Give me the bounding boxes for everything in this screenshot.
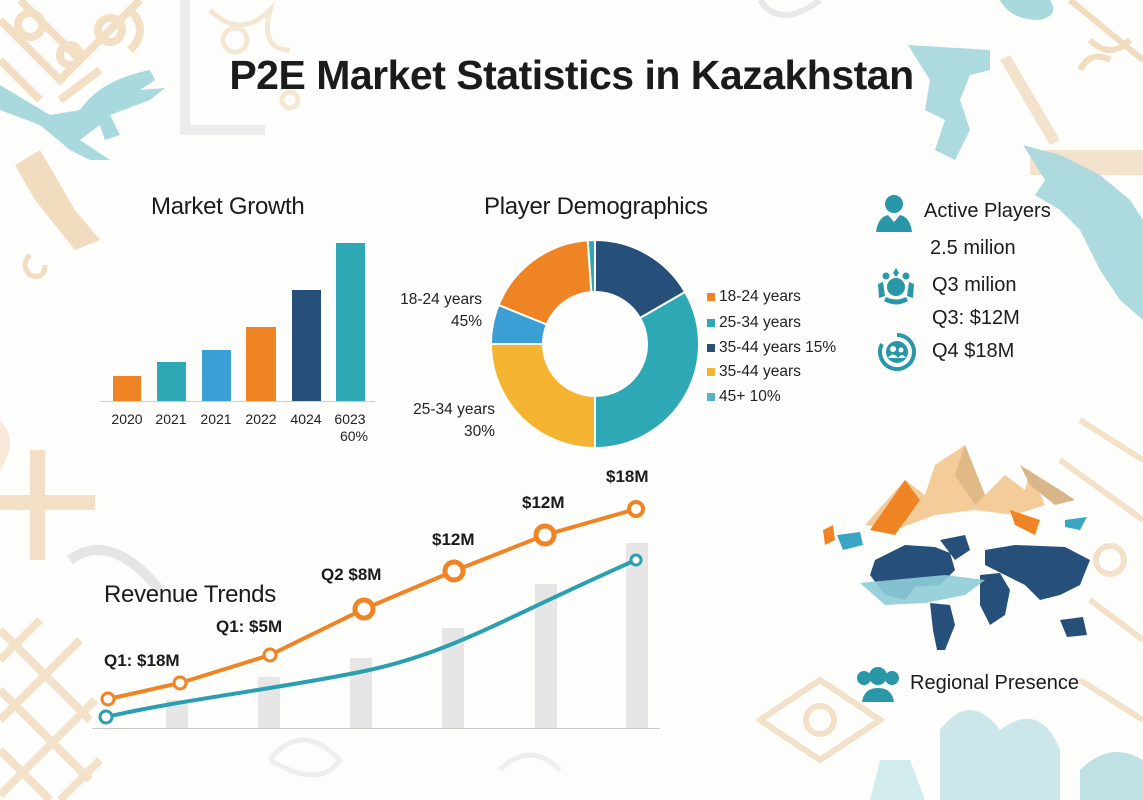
revenue-point-label: Q1: $5M	[216, 617, 283, 636]
revenue-point-label: $12M	[432, 530, 475, 549]
donut-callout-18-24: 18-24 years 45%	[400, 291, 482, 330]
x-tick: 2021	[200, 411, 232, 427]
x-tick: 2022	[245, 411, 277, 427]
legend-item: 45+ 10%	[707, 388, 781, 406]
legend-swatch	[707, 344, 715, 352]
q3-revenue-text: Q3: $12M	[932, 307, 1020, 329]
teal-line	[105, 558, 637, 719]
teal-ornament-bottom-right	[940, 710, 1060, 800]
legend-item: 35-44 years 15%	[707, 339, 836, 357]
teal-ornament-right	[1023, 145, 1143, 320]
bar	[336, 243, 365, 401]
x-tick-sublabel: 60%	[339, 428, 369, 444]
revenue-point-label: Q1: $18M	[104, 651, 180, 670]
demographics-title: Player Demographics	[484, 193, 708, 220]
regional-presence-label: Regional Presence	[910, 672, 1079, 694]
revenue-point-label: $12M	[522, 493, 565, 512]
bar	[202, 350, 231, 401]
bar	[246, 327, 276, 401]
cross-ornament	[0, 450, 95, 560]
donut-slice-teal	[594, 290, 700, 450]
bar	[292, 290, 321, 401]
revenue-line-chart	[92, 500, 660, 729]
lattice-ornament-top-left	[0, 0, 144, 104]
beige-ornament-left	[15, 150, 100, 250]
lattice-ornament-bottom-left	[0, 617, 103, 800]
world-map-illustration	[823, 445, 1090, 650]
demographics-donut-chart	[489, 238, 700, 450]
donut-slice-sliver	[586, 238, 596, 294]
teal-ornament-top-left	[0, 70, 165, 160]
lattice-ornament-bottom-right	[754, 417, 1143, 764]
bar	[113, 376, 141, 401]
q3-milion-text: Q3 milion	[932, 274, 1017, 296]
legend-item: 35-44 years	[707, 363, 801, 381]
people-icon	[857, 667, 899, 702]
background-bars	[166, 543, 648, 728]
legend-item: 18-24 years	[707, 288, 801, 306]
group-chat-icon	[878, 333, 916, 371]
highlight-band	[860, 575, 985, 605]
x-tick: 6023	[334, 411, 366, 427]
mountain-shards	[823, 445, 1087, 550]
orange-markers	[100, 500, 645, 707]
revenue-point-label: $18M	[606, 467, 649, 486]
bar	[157, 362, 186, 401]
donut-callout-25-34: 25-34 years 30%	[413, 401, 495, 440]
active-players-label: Active Players	[924, 200, 1051, 222]
beige-ornament-top-right	[1000, 55, 1143, 175]
page-title: P2E Market Statistics in Kazakhstan	[229, 52, 914, 98]
x-tick: 2020	[111, 411, 143, 427]
legend-swatch	[707, 393, 715, 401]
legend-swatch	[707, 368, 715, 376]
revenue-point-label: Q2 $8M	[321, 565, 382, 584]
donut-slice-yellow	[489, 343, 596, 450]
person-icon	[876, 195, 912, 232]
market-growth-title: Market Growth	[151, 193, 305, 220]
teal-ornament-top-right	[908, 45, 990, 160]
legend-item: 25-34 years	[707, 314, 801, 332]
legend-swatch	[707, 319, 715, 327]
x-tick: 2021	[155, 411, 187, 427]
legend-swatch	[707, 293, 715, 301]
q4-revenue-text: Q4 $18M	[932, 340, 1015, 362]
revenue-title: Revenue Trends	[104, 581, 276, 608]
teal-marker	[629, 553, 643, 567]
active-players-value: 2.5 milion	[930, 237, 1016, 259]
x-tick: 4024	[290, 411, 322, 427]
market-growth-bar-chart	[100, 243, 375, 402]
gray-bracket-ornament	[180, 0, 265, 135]
community-icon	[878, 268, 914, 305]
teal-marker	[98, 709, 114, 725]
